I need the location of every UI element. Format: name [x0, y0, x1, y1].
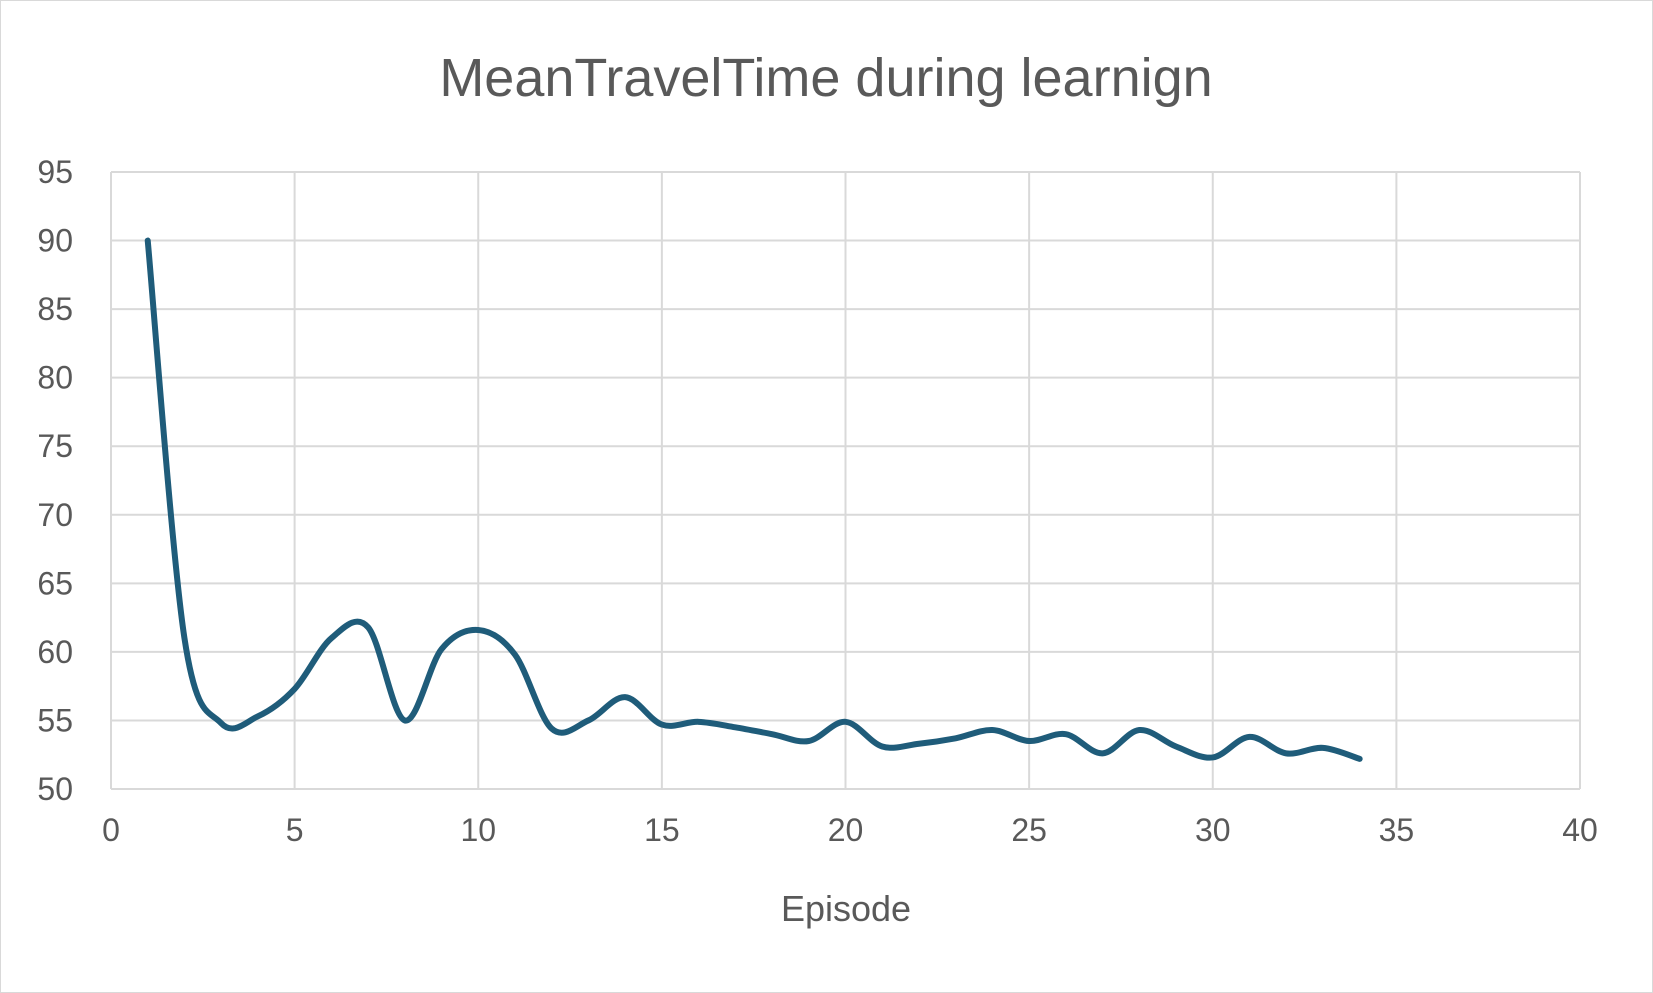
x-axis-title: Episode: [781, 888, 911, 929]
data-point: [1286, 753, 1287, 754]
y-tick-label: 50: [37, 771, 73, 807]
series-layer: [144, 237, 1363, 762]
x-tick-label: 30: [1195, 812, 1231, 848]
y-tick-label: 85: [37, 291, 73, 327]
x-tick-label: 20: [828, 812, 864, 848]
data-point: [551, 728, 552, 729]
data-point: [404, 720, 405, 721]
data-point: [294, 688, 295, 689]
y-tick-label: 70: [37, 497, 73, 533]
y-tick-label: 75: [37, 428, 73, 464]
x-tick-label: 15: [644, 812, 680, 848]
data-point: [221, 723, 222, 724]
data-point: [772, 734, 773, 735]
data-point: [882, 746, 883, 747]
data-point: [184, 638, 185, 639]
data-point: [992, 730, 993, 731]
data-point: [331, 638, 332, 639]
data-point: [1029, 741, 1030, 742]
data-point: [1322, 747, 1323, 748]
data-point: [808, 741, 809, 742]
y-tick-label: 60: [37, 634, 73, 670]
data-point: [1102, 753, 1103, 754]
x-tick-label: 0: [102, 812, 120, 848]
data-point: [368, 627, 369, 628]
data-point: [588, 720, 589, 721]
data-point: [478, 629, 479, 630]
data-point: [147, 240, 148, 241]
data-point: [1212, 757, 1213, 758]
data-point: [1359, 758, 1360, 759]
data-point: [955, 738, 956, 739]
data-point: [1065, 734, 1066, 735]
data-point: [257, 716, 258, 717]
chart-title: MeanTravelTime during learnign: [439, 48, 1212, 108]
y-tick-label: 65: [37, 565, 73, 601]
series-line: [144, 237, 1363, 762]
y-axis-tick-labels: 50 55 60 65 70 75 80 85 90 95: [37, 154, 73, 807]
y-tick-label: 55: [37, 702, 73, 738]
x-tick-label: 25: [1011, 812, 1047, 848]
data-point: [1249, 736, 1250, 737]
data-point: [661, 724, 662, 725]
y-tick-label: 80: [37, 360, 73, 396]
x-tick-label: 5: [286, 812, 304, 848]
data-point: [625, 697, 626, 698]
data-point: [735, 727, 736, 728]
y-tick-label: 90: [37, 223, 73, 259]
x-tick-label: 35: [1379, 812, 1415, 848]
data-point: [918, 743, 919, 744]
data-point: [845, 721, 846, 722]
gridlines: [110, 171, 1581, 790]
data-point: [1139, 730, 1140, 731]
x-tick-label: 40: [1562, 812, 1598, 848]
data-point: [514, 654, 515, 655]
data-point: [698, 721, 699, 722]
data-point: [1176, 746, 1177, 747]
data-point: [441, 649, 442, 650]
x-tick-label: 10: [460, 812, 496, 848]
y-tick-label: 95: [37, 154, 73, 190]
x-axis-tick-labels: 0 5 10 15 20 25 30 35 40: [102, 812, 1598, 848]
